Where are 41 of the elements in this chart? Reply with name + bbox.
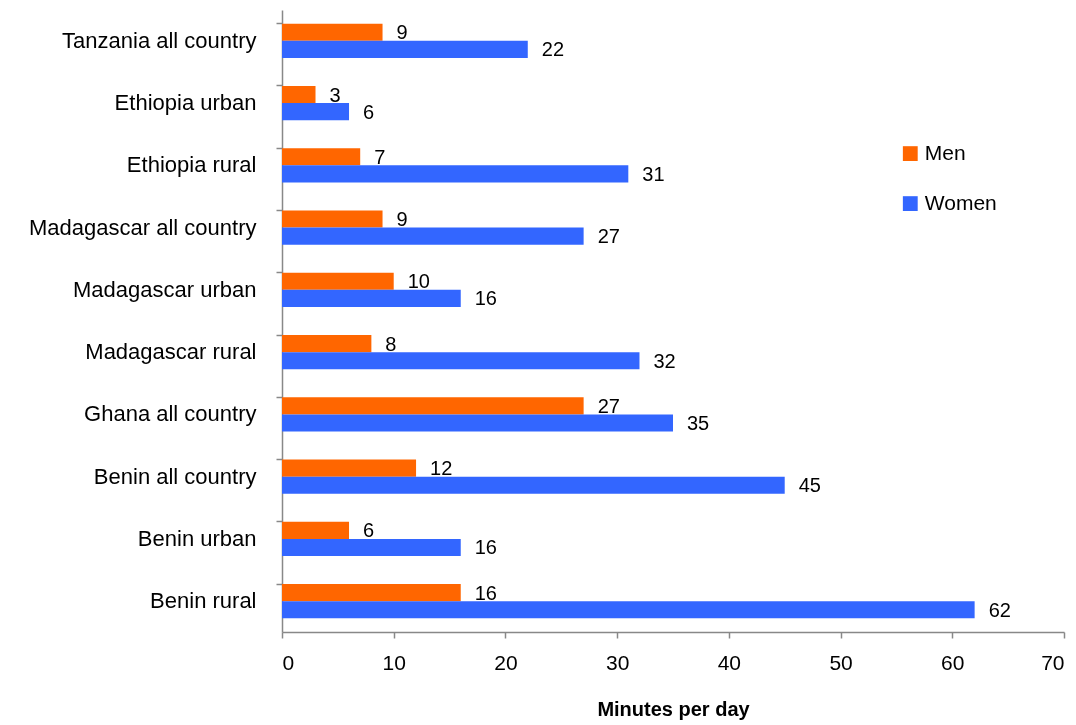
y-tick-label: Madagascar all country	[29, 214, 257, 240]
y-tick-label: Benin rural	[150, 588, 257, 614]
data-label: 35	[687, 411, 710, 434]
data-label: 27	[597, 394, 620, 417]
y-tick-label: Ethiopia rural	[126, 152, 257, 178]
data-label: 45	[798, 474, 821, 497]
legend-label: Men	[924, 140, 966, 164]
data-label: 3	[329, 83, 341, 106]
data-label: 6	[363, 100, 375, 123]
x-tick-label: 50	[829, 650, 853, 674]
data-label: 9	[396, 21, 408, 44]
x-tick-label: 0	[282, 650, 295, 674]
data-label: 12	[430, 457, 453, 480]
y-tick-label: Tanzania all country	[62, 27, 257, 53]
x-tick-label: 40	[717, 650, 742, 674]
data-label: 31	[642, 162, 665, 185]
x-tick-label: 70	[1041, 650, 1065, 674]
data-label: 16	[474, 581, 497, 604]
data-label: 8	[385, 332, 397, 355]
y-tick-label: Benin all country	[93, 463, 257, 489]
y-tick-label: Benin urban	[137, 525, 257, 551]
data-label: 27	[597, 225, 620, 248]
data-label: 32	[653, 349, 676, 372]
x-axis-title: Minutes per day	[597, 697, 751, 720]
data-label: 7	[374, 145, 386, 168]
data-label: 16	[474, 536, 497, 559]
data-label: 9	[396, 208, 408, 231]
x-tick-label: 10	[382, 650, 406, 674]
x-tick-label: 20	[494, 650, 518, 674]
data-label: 62	[988, 598, 1011, 621]
data-label: 16	[474, 287, 497, 310]
data-label: 6	[363, 519, 375, 542]
y-tick-label: Madagascar urban	[73, 276, 257, 302]
y-tick-label: Ethiopia urban	[114, 90, 257, 116]
data-label: 10	[407, 270, 430, 293]
legend-label: Women	[924, 190, 997, 214]
y-tick-label: Ghana all country	[84, 401, 257, 427]
x-tick-label: 60	[941, 650, 965, 674]
x-tick-label: 30	[605, 650, 630, 674]
data-label: 22	[541, 38, 565, 61]
y-tick-label: Madagascar rural	[85, 339, 257, 365]
